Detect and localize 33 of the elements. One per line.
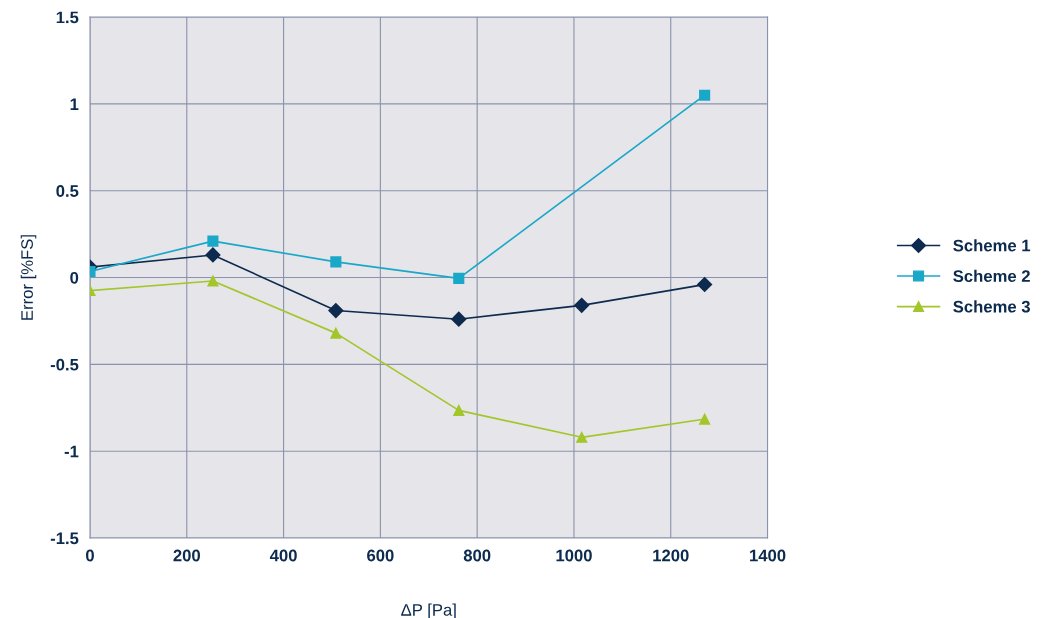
point — [574, 297, 590, 313]
point — [453, 272, 465, 284]
y-tick-label: -1.5 — [50, 532, 79, 545]
point — [207, 275, 219, 287]
x-tick-label: 0 — [86, 549, 94, 562]
point — [699, 89, 711, 101]
y-tick-label: 1.5 — [56, 11, 79, 24]
point — [330, 327, 342, 339]
y-tick-label: 0 — [70, 271, 79, 284]
x-tick-label: 400 — [269, 549, 297, 562]
point — [207, 235, 219, 247]
y-tick-label: 1 — [70, 98, 79, 110]
x-tick-label: 200 — [173, 549, 200, 562]
legend-label: Scheme 3 — [953, 300, 1030, 313]
y-tick-label: -1 — [64, 445, 79, 458]
y-axis-title: Error [%FS] — [20, 235, 37, 320]
x-tick-label: 1400 — [750, 549, 786, 562]
point — [576, 431, 588, 443]
y-tick-label: 0.5 — [56, 185, 79, 197]
x-tick-label: 800 — [463, 549, 491, 562]
point — [205, 247, 221, 263]
legend-label: Scheme 2 — [953, 269, 1030, 283]
point — [451, 311, 467, 327]
point — [328, 302, 344, 319]
point — [330, 256, 342, 268]
x-tick-label: 600 — [367, 549, 394, 562]
x-tick-label: 1200 — [653, 549, 689, 562]
y-tick-label: -0.5 — [50, 358, 79, 371]
legend-label: Scheme 1 — [953, 239, 1031, 252]
x-tick-label: 1000 — [556, 549, 592, 562]
point — [699, 413, 711, 425]
point — [453, 404, 465, 416]
point — [697, 276, 713, 293]
